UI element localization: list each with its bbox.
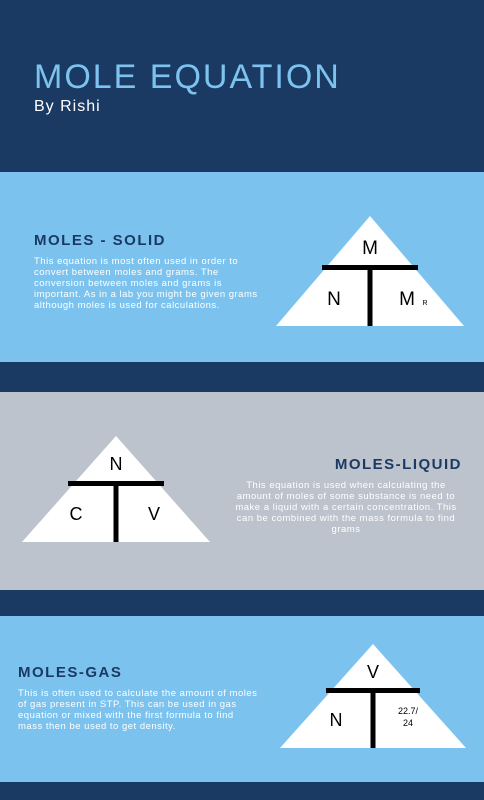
triangle-left-label: N <box>327 289 341 310</box>
triangle-top-label: M <box>362 238 378 259</box>
divider-band <box>0 590 484 616</box>
divider-vertical <box>367 265 373 326</box>
footer-band <box>0 782 484 800</box>
section-moles-gas: MOLES-GAS This is often used to calculat… <box>0 616 484 782</box>
triangle-right-label: V <box>148 504 160 524</box>
triangle-diagram: V N 22.7/ 24 <box>280 644 466 748</box>
section-text: This is often used to calculate the amou… <box>18 688 258 732</box>
triangle-diagram: N C V <box>22 436 210 542</box>
triangle-top-label: N <box>110 454 123 474</box>
triangle-left-label: C <box>70 504 83 524</box>
triangle-top-label: V <box>367 662 379 682</box>
section-moles-liquid: MOLES-LIQUID This equation is used when … <box>0 392 484 590</box>
divider-vertical <box>370 688 376 748</box>
triangle-right-label-line1: 22.7/ <box>398 706 419 716</box>
header: MOLE EQUATION By Rishi <box>0 0 484 168</box>
triangle-right-label: M <box>399 289 415 310</box>
divider-vertical <box>113 481 119 542</box>
divider-band <box>0 362 484 392</box>
section-title: MOLES-GAS <box>18 664 123 681</box>
section-text: This equation is most often used in orde… <box>34 256 258 311</box>
section-title: MOLES - SOLID <box>34 232 166 249</box>
triangle-diagram: M N M R <box>276 216 464 326</box>
author-byline: By Rishi <box>34 98 101 115</box>
triangle-left-label: N <box>330 710 343 730</box>
triangle-right-subscript: R <box>422 300 427 307</box>
triangle-right-label-line2: 24 <box>403 718 413 728</box>
section-title: MOLES-LIQUID <box>334 456 462 473</box>
page-title: MOLE EQUATION <box>34 58 341 96</box>
section-moles-solid: MOLES - SOLID This equation is most ofte… <box>0 172 484 362</box>
section-text: This equation is used when calculating t… <box>235 480 457 535</box>
